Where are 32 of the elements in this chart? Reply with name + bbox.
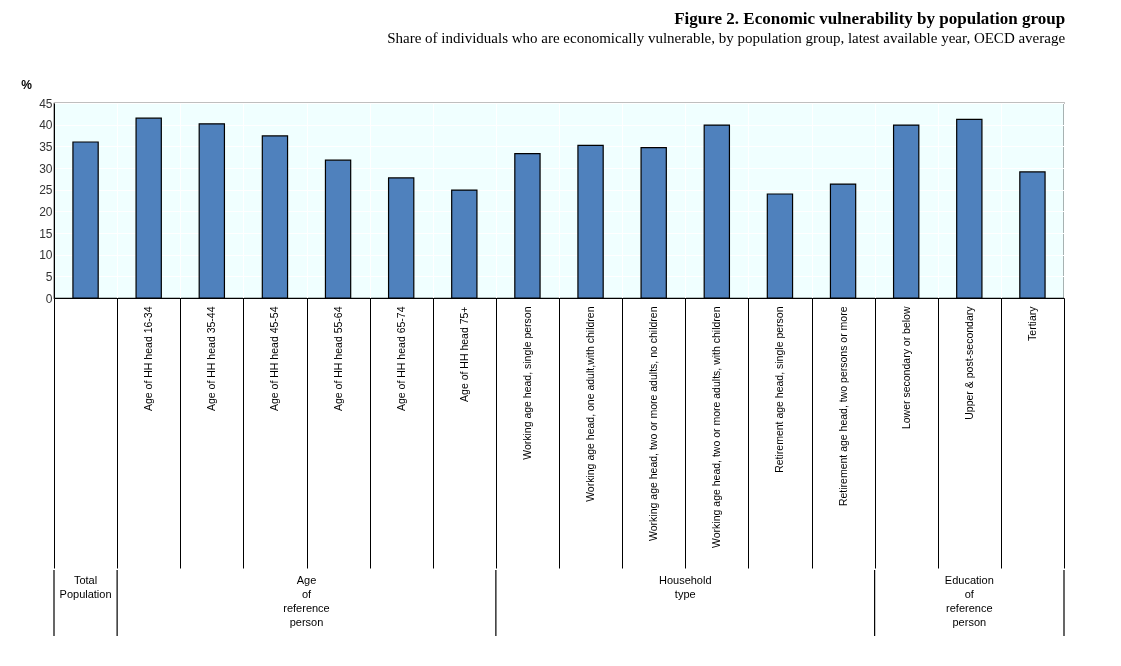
x-tick-label: Age of HH head 75+ [457, 306, 470, 402]
x-tick-label: Tertiary [1025, 305, 1038, 341]
text: Household type [658, 574, 712, 600]
x-tick-label: Working age head, one adult,with children [584, 306, 597, 502]
x-tick-label: Lower secondary or below [899, 306, 912, 430]
x-tick-label: Retirement age head, two persons or more [836, 306, 849, 507]
y-tick-label: 20 [39, 204, 53, 219]
chart-subtitle: Share of individuals who are economically vulnerable, by population group, latest available year, OECD average [387, 30, 1066, 47]
x-tick-label: Age of HH head 45-54 [268, 306, 281, 411]
x-tick-label: Age of HH head 16-34 [142, 306, 155, 411]
y-axis-title: % [21, 77, 33, 92]
x-tick-label: Age of HH head 65-74 [394, 306, 407, 411]
y-tick-label: 5 [45, 269, 53, 284]
x-tick-label: Age of HH head 55-64 [331, 306, 344, 411]
chart-title: Figure 2. Economic vulnerability by population group [674, 9, 1066, 29]
y-tick-label: 30 [39, 161, 53, 176]
x-tick-label: Upper & post-secondary [962, 305, 975, 420]
y-tick-label: 45 [39, 96, 53, 111]
y-tick-label: 0 [45, 291, 53, 306]
x-tick-label: Working age head, two or more adults, with children [710, 306, 723, 548]
y-tick-label: 15 [39, 226, 53, 241]
y-tick-label: 40 [39, 118, 53, 133]
text: Age of reference person [283, 574, 330, 628]
x-tick-label: Age of HH head 35-44 [205, 306, 218, 411]
text: Total Population [59, 574, 112, 600]
x-tick-label: Working age head, two or more adults, no children [647, 306, 660, 541]
y-tick-label: 25 [39, 183, 53, 198]
y-tick-label: 35 [39, 139, 53, 154]
x-tick-label: Retirement age head, single person [773, 306, 786, 473]
y-tick-label: 10 [39, 248, 53, 263]
text: Education of reference person [944, 574, 994, 628]
x-tick-label: Working age head, single person [520, 306, 533, 460]
